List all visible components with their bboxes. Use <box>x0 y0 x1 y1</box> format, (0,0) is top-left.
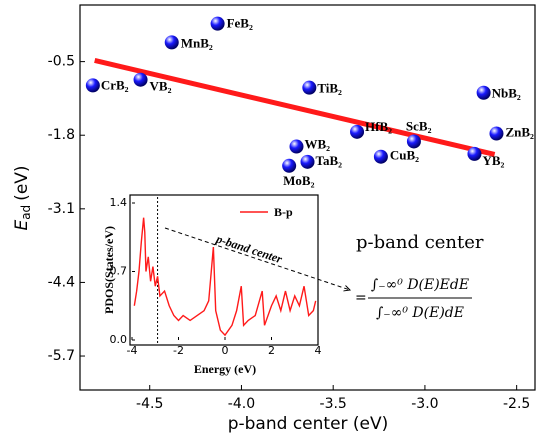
point-label: ZnB₂ <box>505 125 534 140</box>
data-point <box>164 35 179 50</box>
y-label-subscript: ad <box>19 205 33 220</box>
y-tick-label: -3.1 <box>48 201 75 217</box>
data-point <box>489 126 504 141</box>
x-tick-label: 4 <box>315 344 322 357</box>
data-point <box>133 72 148 87</box>
trend-line <box>94 58 496 157</box>
y-axis-label: Ead (eV) <box>12 165 33 230</box>
y-tick-label: 1.4 <box>110 196 128 209</box>
point-label: TiB₂ <box>317 81 342 96</box>
x-tick-label: 2 <box>268 344 275 357</box>
x-tick-label: -4.5 <box>136 396 163 412</box>
point-label: NbB₂ <box>492 86 521 101</box>
plot-frame <box>79 4 536 391</box>
formula-numerator: ∫₋∞⁰ D(E)EdE <box>371 277 469 293</box>
inset-frame <box>129 194 319 346</box>
y-tick-label: -5.7 <box>48 348 75 364</box>
inset-y-label: PDOS(States/eV) <box>102 226 116 314</box>
y-label-symbol: E <box>12 220 32 231</box>
point-label: VB₂ <box>150 79 172 94</box>
y-label-unit: (eV) <box>12 165 32 200</box>
formula-equals: = <box>355 290 367 306</box>
data-point <box>210 16 225 31</box>
y-tick-label: -0.5 <box>48 54 75 70</box>
point-label: YB₂ <box>482 153 504 168</box>
point-label: HfB₂ <box>365 119 392 134</box>
point-label: MnB₂ <box>181 35 213 50</box>
point-label: WB₂ <box>304 137 330 152</box>
point-label: CrB₂ <box>101 77 129 92</box>
x-axis-label: p-band center (eV) <box>228 414 389 434</box>
point-label: ScB₂ <box>406 118 432 133</box>
point-label: MoB₂ <box>283 173 314 188</box>
legend-label: B-p <box>274 205 293 219</box>
data-point <box>289 139 304 154</box>
x-tick-label: -2 <box>173 344 184 357</box>
point-label: TaB₂ <box>316 153 343 168</box>
data-point <box>350 124 365 139</box>
y-tick-label: 0.0 <box>110 333 128 346</box>
x-tick-label: -4.0 <box>228 396 255 412</box>
annotation-arrow <box>164 227 350 290</box>
x-tick-label: -4 <box>127 344 138 357</box>
data-point <box>302 80 317 95</box>
y-tick-label: 0.7 <box>110 265 128 278</box>
data-point <box>467 146 482 161</box>
data-point <box>85 78 100 93</box>
formula-denominator: ∫₋∞⁰ D(E)dE <box>376 305 464 321</box>
data-point <box>373 149 388 164</box>
data-point <box>406 134 421 149</box>
data-point <box>282 158 297 173</box>
x-tick-label: -2.5 <box>503 396 530 412</box>
formula-lead: p-band center <box>356 232 484 253</box>
x-tick-label: -3.0 <box>411 396 438 412</box>
y-tick-label: -1.8 <box>48 127 75 143</box>
x-tick-label: 0 <box>222 344 229 357</box>
inset-x-label: Energy (eV) <box>194 362 256 376</box>
data-point <box>300 154 315 169</box>
point-label: CuB₂ <box>390 148 419 163</box>
y-tick-label: -4.4 <box>48 274 75 290</box>
point-label: FeB₂ <box>227 16 253 31</box>
pdos-line <box>133 217 317 337</box>
x-tick-label: -3.5 <box>320 396 347 412</box>
data-point <box>476 85 491 100</box>
